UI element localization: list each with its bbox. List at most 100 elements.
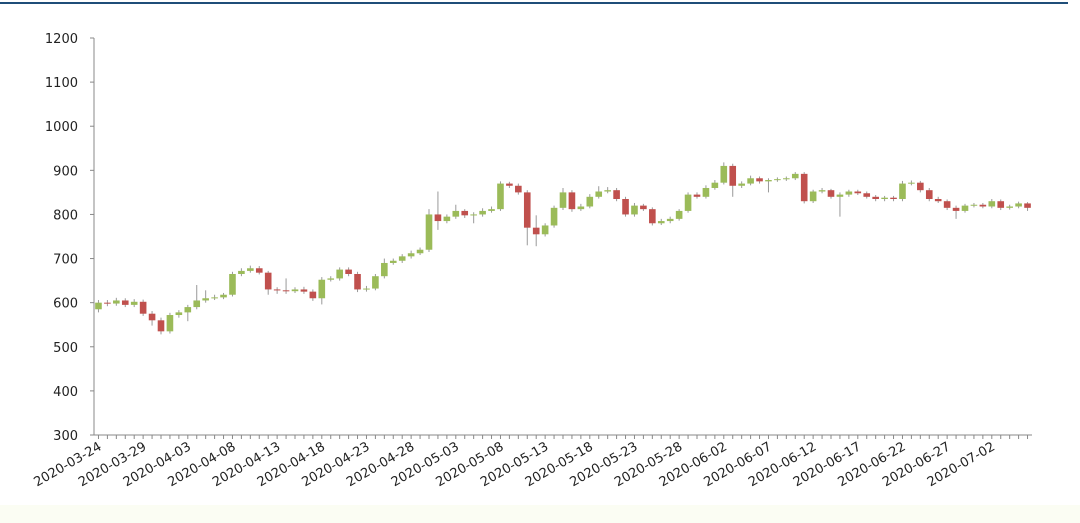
candle-body: [148, 313, 156, 321]
candle-body: [783, 178, 790, 180]
candle-body: [515, 185, 522, 193]
y-tick-label: 600: [53, 297, 78, 312]
candle-body: [523, 192, 531, 228]
candle-body: [282, 290, 290, 292]
candle-body: [121, 300, 129, 305]
footer-band: [0, 505, 1080, 523]
candle-body: [425, 214, 433, 250]
candle-body: [613, 190, 620, 200]
candle-body: [434, 214, 442, 222]
candle-body: [863, 193, 871, 197]
candle-body: [336, 269, 343, 279]
candle-body: [711, 182, 719, 188]
candle-body: [220, 294, 227, 298]
candle-body: [559, 192, 567, 208]
candle-body: [229, 273, 236, 295]
candle-body: [1006, 206, 1013, 208]
candle-body: [532, 227, 540, 235]
candle-body: [827, 190, 835, 197]
candle-body: [309, 291, 317, 299]
candle-body: [381, 262, 388, 277]
candle-body: [130, 301, 138, 305]
y-tick-label: 800: [53, 208, 78, 223]
candle-body: [452, 210, 460, 217]
candle-body: [595, 191, 603, 197]
candle-body: [461, 210, 469, 216]
candle-body: [756, 178, 763, 182]
candle-body: [247, 268, 254, 271]
candle-body: [952, 207, 960, 211]
candle-body: [497, 183, 504, 210]
candle-body: [238, 270, 245, 274]
candle-body: [363, 288, 370, 290]
candle-body: [675, 210, 683, 219]
candle-body: [934, 199, 942, 202]
candle-body: [291, 289, 299, 292]
candle-body: [416, 249, 424, 254]
candle-body: [389, 260, 397, 263]
candle-body: [104, 302, 111, 304]
candle-body: [113, 300, 120, 304]
candle-body: [157, 320, 165, 332]
candle-body: [1015, 203, 1022, 207]
candle-body: [193, 300, 201, 308]
candle-body: [872, 196, 879, 200]
candle-body: [899, 183, 906, 200]
candle-body: [211, 297, 218, 299]
candle-body: [854, 191, 862, 194]
candle-body: [443, 216, 451, 222]
y-tick-label: 1000: [45, 120, 78, 135]
candle-body: [631, 205, 638, 215]
candle-body: [747, 178, 754, 184]
candle-body: [836, 194, 844, 197]
candle-body: [255, 268, 263, 273]
candle-body: [568, 192, 576, 210]
candle-body: [622, 199, 629, 215]
candle-body: [604, 190, 611, 192]
candle-body: [988, 201, 996, 207]
candle-body: [729, 165, 737, 186]
y-tick-label: 400: [53, 385, 78, 400]
candle-body: [845, 191, 853, 195]
candle-body: [139, 301, 147, 314]
candle-body: [791, 173, 799, 179]
candle-body: [818, 190, 826, 192]
y-tick-label: 500: [53, 341, 78, 356]
candle-body: [175, 312, 183, 316]
candle-body: [800, 173, 808, 202]
candle-body: [95, 302, 102, 310]
candle-body: [479, 210, 486, 215]
candle-body: [166, 315, 174, 332]
candle-body: [908, 182, 915, 184]
candle-body: [184, 307, 192, 313]
candle-body: [774, 179, 781, 181]
y-tick-label: 1200: [45, 32, 78, 47]
candle-body: [273, 289, 281, 291]
candle-body: [506, 183, 513, 186]
candle-body: [327, 278, 335, 280]
candle-body: [997, 201, 1005, 208]
candle-body: [300, 289, 308, 292]
candle-body: [264, 272, 272, 290]
candle-body: [318, 279, 326, 299]
candle-body: [979, 204, 987, 207]
y-tick-label: 300: [53, 429, 78, 444]
candle-body: [881, 197, 888, 200]
y-tick-label: 900: [53, 164, 78, 179]
candle-body: [649, 209, 656, 224]
candle-body: [470, 214, 477, 216]
candle-body: [943, 201, 951, 208]
candle-body: [961, 205, 969, 211]
candle-body: [809, 191, 817, 202]
candle-body: [345, 269, 352, 274]
y-tick-label: 1100: [45, 76, 78, 91]
candle-body: [1024, 203, 1031, 208]
candle-body: [577, 206, 585, 210]
candle-body: [407, 253, 415, 257]
candle-body: [720, 165, 728, 183]
candle-body: [684, 194, 692, 211]
candle-body: [925, 190, 933, 200]
candle-body: [657, 221, 665, 224]
y-tick-label: 700: [53, 253, 78, 268]
